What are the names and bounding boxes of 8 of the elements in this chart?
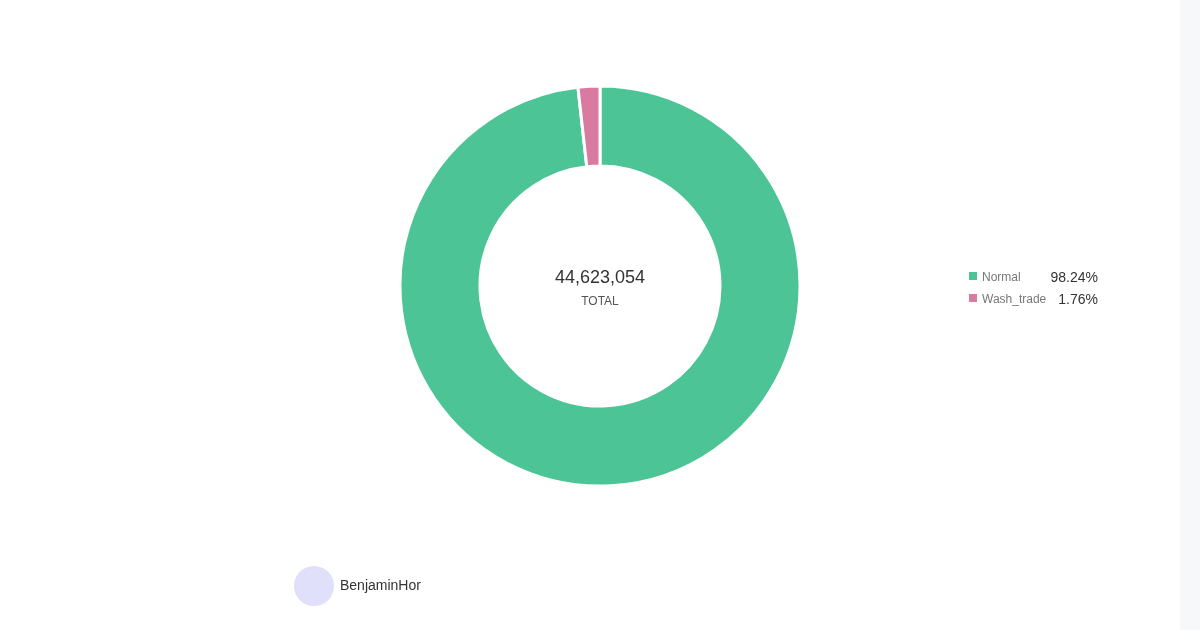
- text: TOTAL: [581, 294, 620, 308]
- legend-label: Normal: [982, 270, 1021, 284]
- data-label: 1.76%: [1058, 291, 1098, 307]
- text: BenjaminHor: [340, 577, 422, 593]
- donut-slice: [398, 84, 802, 488]
- data-label: 98.24%: [1050, 269, 1098, 285]
- legend-label: Wash_trade: [982, 292, 1047, 306]
- text: 44,623,054: [554, 267, 646, 287]
